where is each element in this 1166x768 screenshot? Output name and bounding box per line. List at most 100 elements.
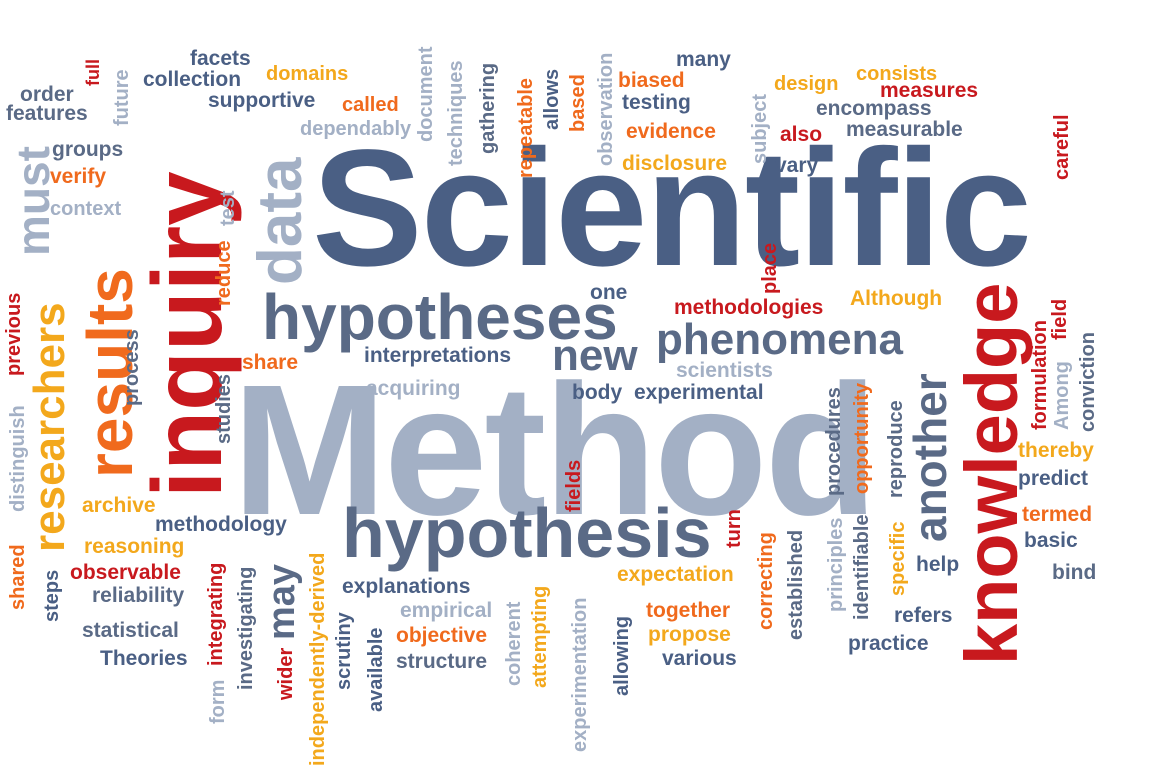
word-scientific: Scientific [312,116,1032,301]
word-subject: subject [749,93,771,164]
word-independently-derived: independently-derived [307,552,329,766]
word-reduce: reduce [213,240,235,306]
word-bind: bind [1052,561,1097,584]
word-help: help [916,553,960,576]
word-integrating: integrating [205,562,227,666]
word-specific: specific [887,521,909,596]
word-shared: shared [7,544,29,610]
word-statistical: statistical [82,619,179,642]
word-measures: measures [880,79,979,102]
word-order: order [20,83,74,106]
word-test: test [217,190,239,226]
word-various: various [662,647,737,670]
word-empirical: empirical [400,599,493,622]
word-objective: objective [396,624,488,647]
word-principles: principles [825,517,847,612]
word-thereby: thereby [1018,439,1094,462]
word-propose: propose [648,623,731,646]
word-form: form [207,679,229,724]
word-wider: wider [275,647,297,700]
word-conviction: conviction [1077,331,1099,432]
word-supportive: supportive [208,89,316,112]
word-share: share [242,351,299,374]
word-together: together [646,599,730,622]
word-formulation: formulation [1029,320,1051,430]
word-new: new [552,331,638,380]
word-refers: refers [894,604,953,627]
word-methodology: methodology [155,513,287,536]
word-established: established [785,529,807,640]
word-method: Method [232,347,878,554]
word-although: Although [850,287,943,310]
word-methodologies: methodologies [674,296,824,319]
word-future: future [111,69,133,126]
word-reproduce: reproduce [885,400,907,498]
word-identifiable: identifiable [851,514,873,620]
word-also: also [780,123,823,146]
word-basic: basic [1024,529,1078,552]
word-reasoning: reasoning [84,535,185,558]
word-called: called [342,94,399,116]
word-context: context [50,198,122,220]
word-design: design [774,73,839,95]
word-full: full [83,59,103,86]
word-expectation: expectation [617,563,734,586]
word-place: place [759,242,781,294]
word-previous: previous [3,292,25,376]
word-observation: observation [595,52,617,166]
word-studies: studies [213,373,235,444]
word-steps: steps [41,569,63,622]
word-predict: predict [1018,467,1089,490]
word-explanations: explanations [342,575,471,598]
word-correcting: correcting [755,532,777,630]
word-groups: groups [52,138,124,161]
word-reliability: reliability [92,584,185,607]
word-vary: vary [775,154,819,177]
word-termed: termed [1022,503,1093,526]
word-allows: allows [541,68,563,130]
word-biased: biased [618,69,685,92]
word-features: features [6,102,88,125]
word-coherent: coherent [503,601,525,686]
word-phenomena: phenomena [656,315,903,364]
word-process: process [121,329,143,406]
word-researchers: researchers [25,302,74,552]
word-scientists: scientists [676,359,773,382]
word-among: Among [1051,361,1073,430]
word-encompass: encompass [816,97,932,120]
word-observable: observable [70,561,181,584]
word-dependably: dependably [300,118,412,140]
word-scrutiny: scrutiny [333,612,355,690]
word-available: available [365,627,387,712]
word-attempting: attempting [529,585,551,688]
word-body: body [572,381,623,404]
word-facets: facets [190,47,251,70]
word-procedures: procedures [823,387,845,496]
word-investigating: investigating [235,566,257,690]
word-repeatable: repeatable [515,77,537,178]
word-experimental: experimental [634,381,764,404]
word-evidence: evidence [626,120,716,143]
word-another: another [904,373,956,542]
word-distinguish: distinguish [7,405,29,512]
word-many: many [676,48,731,71]
word-domains: domains [266,63,349,85]
word-consists: consists [856,63,938,85]
word-allowing: allowing [611,616,633,696]
word-document: document [415,46,437,142]
word-testing: testing [622,91,691,114]
word-hypothesis: hypothesis [342,494,712,572]
word-hypotheses: hypotheses [262,281,618,353]
word-based: based [567,74,589,132]
word-practice: practice [848,632,929,655]
word-experimentation: experimentation [569,597,591,752]
word-verify: verify [50,165,107,188]
word-theories: Theories [100,647,188,670]
word-turn: turn [723,509,745,548]
word-interpretations: interpretations [364,344,512,367]
word-careful: careful [1051,114,1073,180]
word-data: data [246,157,315,285]
word-one: one [590,281,628,304]
word-opportunity: opportunity [851,382,873,494]
